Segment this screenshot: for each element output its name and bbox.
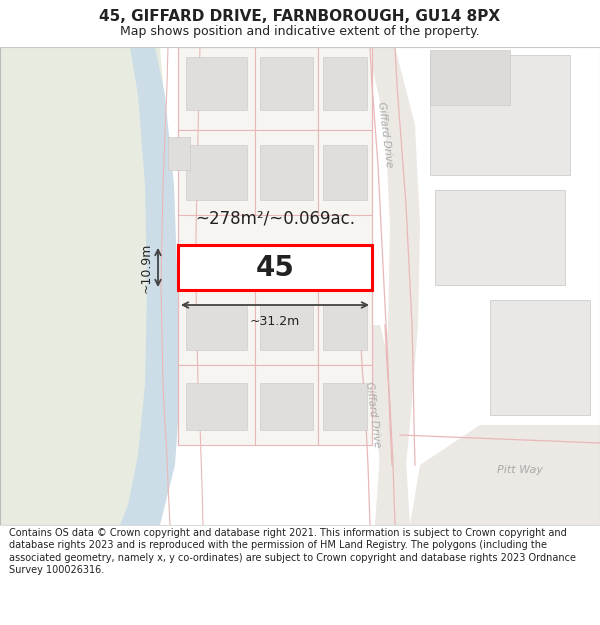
Polygon shape: [0, 47, 175, 525]
Bar: [323, 383, 367, 430]
Bar: [430, 55, 570, 175]
Bar: [318, 365, 372, 445]
Bar: [435, 190, 565, 285]
Bar: [178, 365, 255, 445]
Bar: [255, 47, 318, 130]
Text: 45: 45: [256, 254, 295, 281]
Polygon shape: [355, 325, 410, 525]
Bar: [323, 57, 367, 110]
Text: ~31.2m: ~31.2m: [250, 315, 300, 328]
Bar: [260, 383, 313, 430]
Bar: [178, 245, 372, 290]
Text: ~10.9m: ~10.9m: [140, 242, 153, 292]
Bar: [318, 290, 372, 365]
Text: Giffard Drive: Giffard Drive: [376, 101, 394, 169]
Bar: [178, 215, 372, 270]
Bar: [318, 130, 372, 215]
Bar: [186, 383, 247, 430]
Bar: [178, 47, 255, 130]
Bar: [178, 130, 255, 215]
Bar: [490, 300, 590, 415]
Text: ~278m²/~0.069ac.: ~278m²/~0.069ac.: [195, 209, 355, 227]
Bar: [178, 290, 255, 365]
Bar: [255, 290, 318, 365]
Polygon shape: [120, 47, 180, 525]
Bar: [323, 305, 367, 350]
Bar: [233, 251, 308, 284]
Bar: [186, 57, 247, 110]
Text: Contains OS data © Crown copyright and database right 2021. This information is : Contains OS data © Crown copyright and d…: [9, 528, 576, 575]
Bar: [323, 145, 367, 200]
Text: Pitt Way: Pitt Way: [497, 465, 543, 475]
Bar: [318, 47, 372, 130]
Bar: [260, 57, 313, 110]
Polygon shape: [368, 47, 420, 525]
Polygon shape: [400, 425, 600, 525]
Text: Giffard Drive: Giffard Drive: [364, 381, 382, 449]
Bar: [430, 50, 510, 105]
Bar: [260, 305, 313, 350]
Bar: [255, 365, 318, 445]
Bar: [186, 305, 247, 350]
Bar: [260, 145, 313, 200]
Text: 45, GIFFARD DRIVE, FARNBOROUGH, GU14 8PX: 45, GIFFARD DRIVE, FARNBOROUGH, GU14 8PX: [100, 9, 500, 24]
Bar: [168, 137, 190, 170]
Bar: [255, 130, 318, 215]
Bar: [186, 145, 247, 200]
Text: Map shows position and indicative extent of the property.: Map shows position and indicative extent…: [120, 24, 480, 38]
